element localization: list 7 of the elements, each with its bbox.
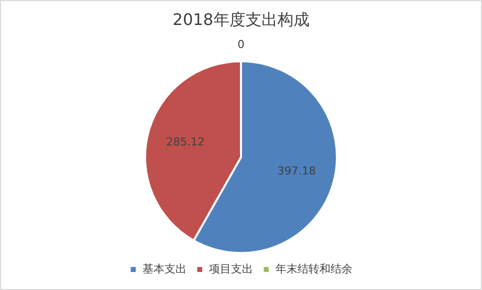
chart-title: 2018年度支出构成 bbox=[172, 10, 310, 29]
legend-label: 年末结转和结余 bbox=[275, 262, 352, 276]
legend-label: 基本支出 bbox=[142, 262, 186, 276]
data-label: 285.12 bbox=[166, 135, 205, 148]
data-label: 397.18 bbox=[277, 164, 316, 178]
text: 0 bbox=[238, 38, 244, 52]
legend-label: 项目支出 bbox=[208, 262, 253, 276]
